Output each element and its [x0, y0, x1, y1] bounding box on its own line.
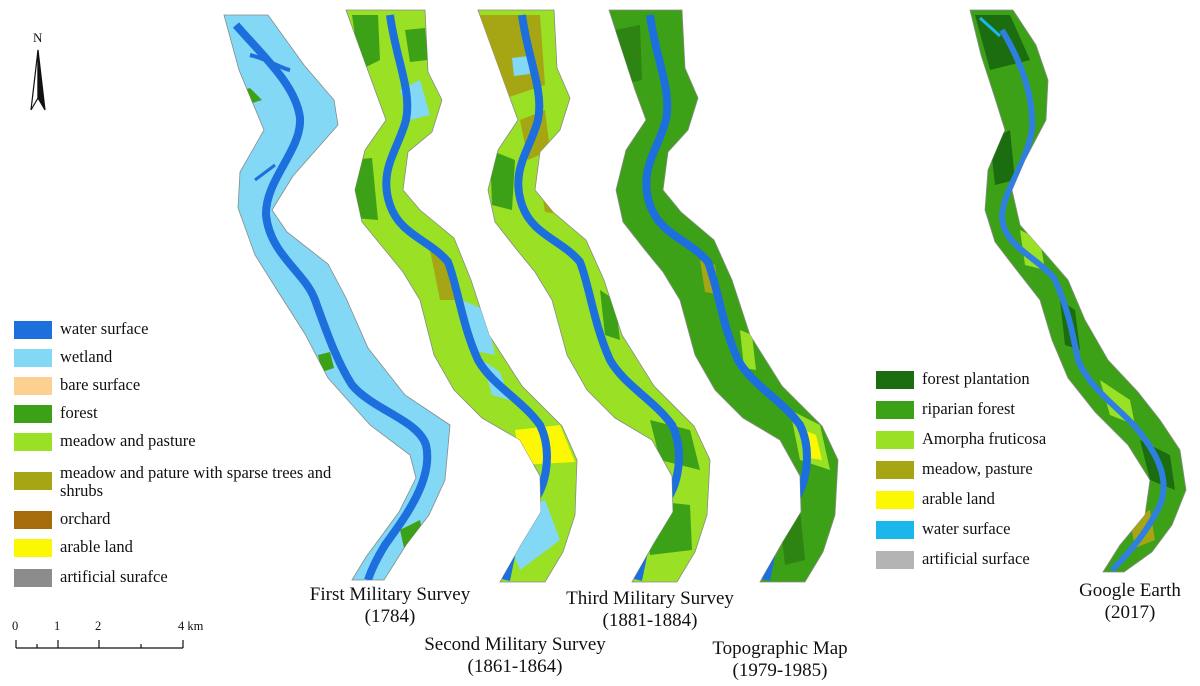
- legend-swatch: [14, 539, 52, 557]
- legend-label: artificial surafce: [60, 567, 168, 586]
- legend-swatch: [876, 461, 914, 479]
- legend-label: water surface: [60, 319, 149, 338]
- legend-swatch: [14, 377, 52, 395]
- legend-label: artificial surface: [922, 549, 1030, 568]
- legend-swatch: [876, 551, 914, 569]
- legend-label: orchard: [60, 509, 111, 528]
- map-third-military-survey: [477, 9, 711, 583]
- caption-first-military-survey: First Military Survey (1784): [280, 584, 500, 628]
- caption-third-military-survey: Third Military Survey (1881-1884): [540, 588, 760, 632]
- legend-item-orchard: orchard: [14, 510, 110, 529]
- legend-swatch: [14, 349, 52, 367]
- caption-period: (1979-1985): [732, 660, 828, 681]
- legend-label: meadow, pasture: [922, 459, 1033, 478]
- caption-period: (1784): [364, 606, 416, 627]
- legend-swatch: [876, 401, 914, 419]
- legend-item-arable-land-modern: arable land: [876, 490, 995, 509]
- legend-label: arable land: [922, 489, 995, 508]
- legend-label: Amorpha fruticosa: [922, 429, 1047, 448]
- legend-item-forest-plantation: forest plantation: [876, 370, 1030, 389]
- legend-item-artificial-surface-modern: artificial surface: [876, 550, 1030, 569]
- legend-item-forest: forest: [14, 404, 98, 423]
- legend-item-meadow-pasture-modern: meadow, pasture: [876, 460, 1033, 479]
- legend-label: forest plantation: [922, 369, 1030, 388]
- legend-swatch: [876, 431, 914, 449]
- caption-period: (2017): [1104, 602, 1156, 623]
- caption-title: First Military Survey: [309, 584, 471, 605]
- scale-bar: [15, 640, 184, 649]
- legend-item-arable-land: arable land: [14, 538, 133, 557]
- legend-label: riparian forest: [922, 399, 1015, 418]
- legend-item-riparian-forest: riparian forest: [876, 400, 1015, 419]
- caption-period: (1861-1864): [467, 656, 563, 677]
- legend-swatch: [14, 433, 52, 451]
- legend-label: forest: [60, 403, 98, 422]
- legend-item-artificial-surface: artificial surafce: [14, 568, 168, 587]
- map-google-earth: [969, 9, 1187, 573]
- legend-swatch: [14, 321, 52, 339]
- caption-topographic-map: Topographic Map (1979-1985): [690, 638, 870, 682]
- north-arrow-icon: [30, 49, 46, 111]
- caption-title: Second Military Survey: [424, 634, 606, 655]
- legend-label: bare surface: [60, 375, 141, 394]
- legend-swatch: [14, 472, 52, 490]
- map-topographic: [608, 9, 839, 583]
- legend-label: meadow and pasture: [60, 431, 196, 450]
- legend-swatch: [14, 569, 52, 587]
- caption-title: Third Military Survey: [566, 588, 734, 609]
- scale-tick-4km: 4 km: [178, 619, 204, 633]
- scale-tick-1: 1: [54, 619, 61, 633]
- legend-label: wetland: [60, 347, 113, 366]
- north-label: N: [33, 30, 43, 45]
- legend-swatch: [876, 491, 914, 509]
- legend-swatch: [876, 371, 914, 389]
- legend-item-meadow-pasture: meadow and pasture: [14, 432, 196, 451]
- legend-label: meadow and pature with sparse trees and …: [60, 463, 332, 500]
- caption-title: Topographic Map: [712, 638, 848, 659]
- legend-item-water-surface-modern: water surface: [876, 520, 1010, 539]
- legend-label: arable land: [60, 537, 133, 556]
- legend-item-water-surface: water surface: [14, 320, 148, 339]
- legend-historical: water surface wetland bare surface fores…: [14, 320, 354, 600]
- legend-label: water surface: [922, 519, 1011, 538]
- legend-item-meadow-sparse-trees: meadow and pature with sparse trees and …: [14, 464, 360, 500]
- legend-swatch: [14, 511, 52, 529]
- scale-tick-2: 2: [95, 619, 102, 633]
- legend-item-amorpha-fruticosa: Amorpha fruticosa: [876, 430, 1046, 449]
- caption-second-military-survey: Second Military Survey (1861-1864): [400, 634, 630, 678]
- caption-title: Google Earth: [1079, 580, 1181, 601]
- legend-modern: forest plantation riparian forest Amorph…: [876, 370, 1096, 580]
- caption-period: (1881-1884): [602, 610, 698, 631]
- legend-item-bare-surface: bare surface: [14, 376, 140, 395]
- legend-swatch: [876, 521, 914, 539]
- scale-tick-0: 0: [12, 619, 19, 633]
- caption-google-earth: Google Earth (2017): [1060, 580, 1200, 624]
- legend-item-wetland: wetland: [14, 348, 112, 367]
- legend-swatch: [14, 405, 52, 423]
